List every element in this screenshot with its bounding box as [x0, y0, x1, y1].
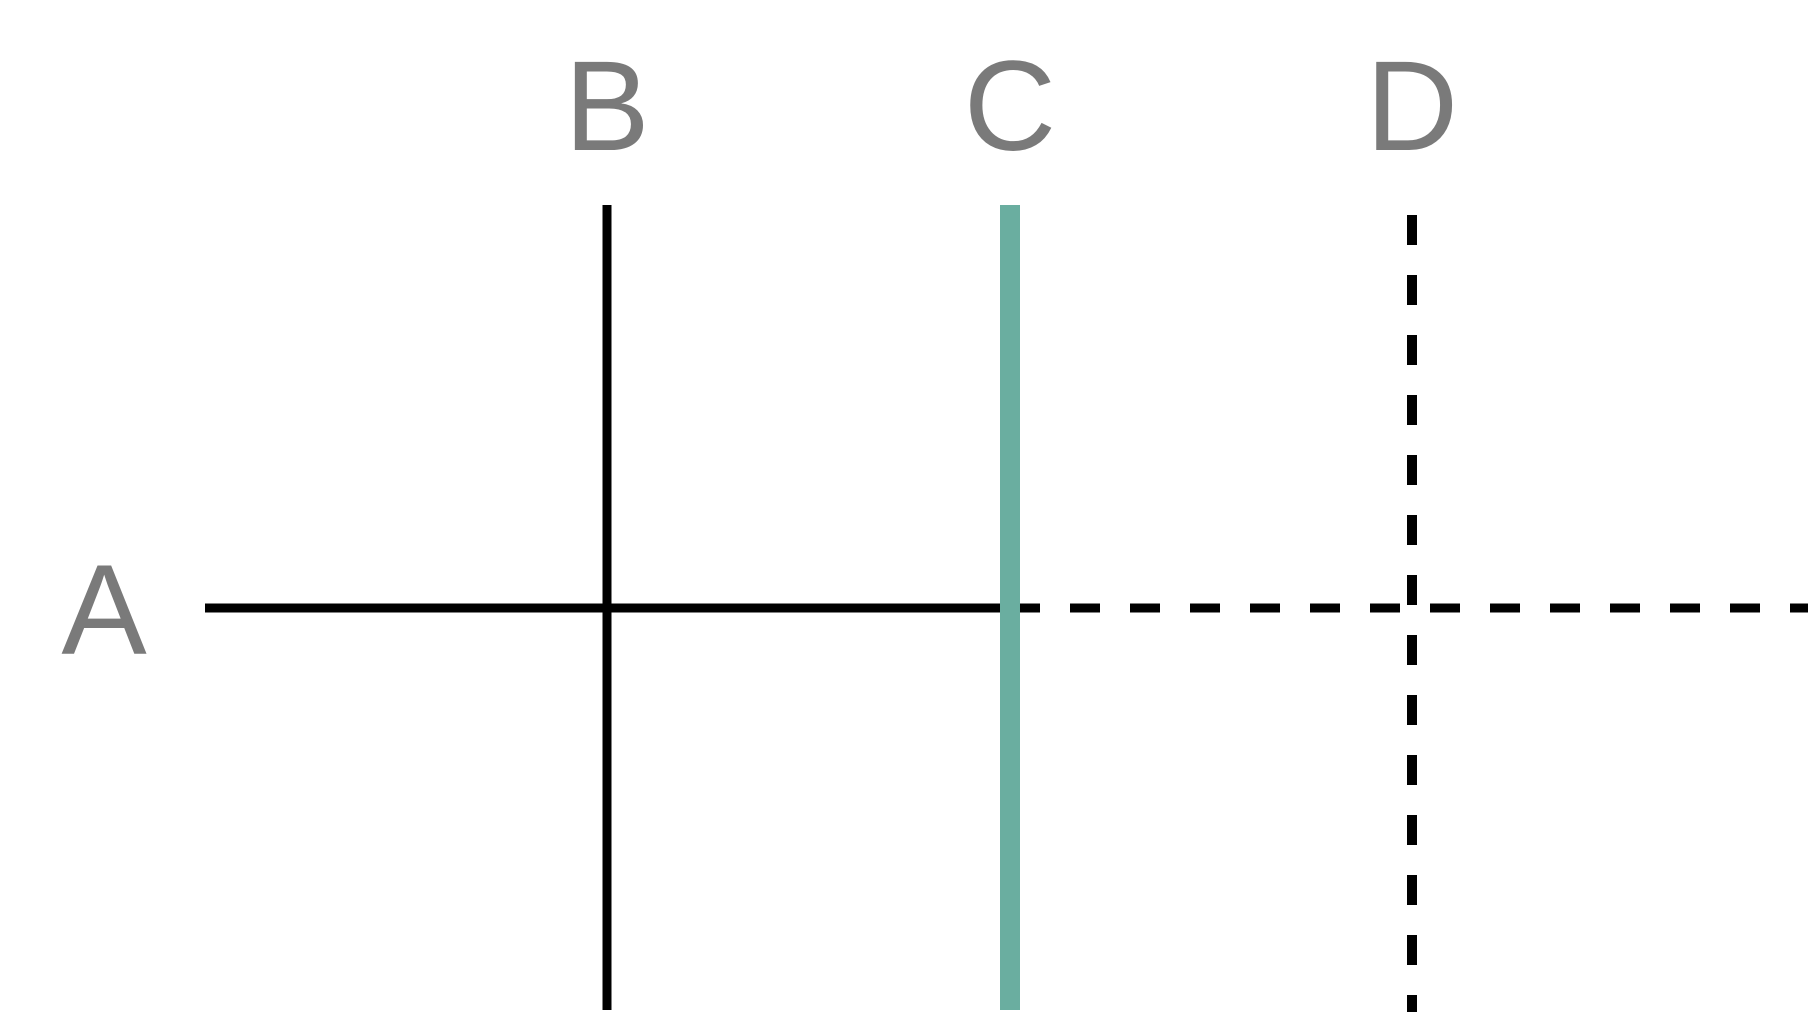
label-d: D: [1366, 35, 1458, 178]
label-a: A: [61, 539, 147, 682]
label-b: B: [564, 35, 649, 178]
label-c: C: [964, 35, 1056, 178]
